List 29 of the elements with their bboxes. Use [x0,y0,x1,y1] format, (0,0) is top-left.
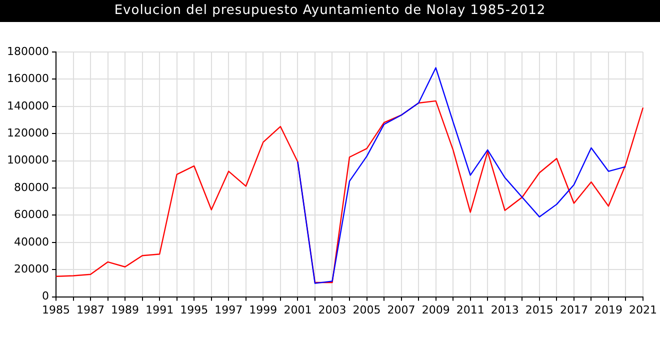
y-tick-label: 20000 [14,262,49,276]
x-tick-label: 2019 [594,303,622,316]
x-tick-label: 1995 [180,303,208,316]
x-tick-label: 2009 [422,303,450,316]
y-tick-label: 160000 [6,72,49,86]
x-tick-label: 2021 [629,303,658,316]
x-tick-label: 1989 [111,303,140,316]
x-tick-label: 1999 [249,303,278,316]
x-tick-label: 1987 [76,303,105,316]
y-tick-label: 40000 [14,235,49,248]
x-tick-label: 1997 [214,303,243,316]
x-tick-label: 1985 [42,303,70,316]
x-tick-label: 2003 [318,303,346,316]
x-tick-label: 2011 [456,303,484,316]
y-tick-label: 140000 [6,99,49,112]
x-tick-label: 2005 [352,303,381,316]
y-tick-label: 80000 [14,180,49,194]
chart-title: Evolucion del presupuesto Ayuntamiento de Nolay 1985-2012 [0,0,660,22]
x-tick-label: 2001 [284,303,312,316]
x-tick-label: 2013 [490,303,519,316]
x-tick-label: 1991 [146,303,174,316]
y-tick-label: 100000 [6,154,49,167]
x-tick-label: 2007 [387,303,416,316]
y-tick-label: 180000 [6,44,49,58]
x-tick-label: 2015 [525,303,554,316]
y-tick-label: 120000 [6,126,49,140]
x-tick-label: 2017 [560,303,588,316]
y-tick-label: 0 [42,290,49,303]
y-tick-label: 60000 [14,208,49,222]
